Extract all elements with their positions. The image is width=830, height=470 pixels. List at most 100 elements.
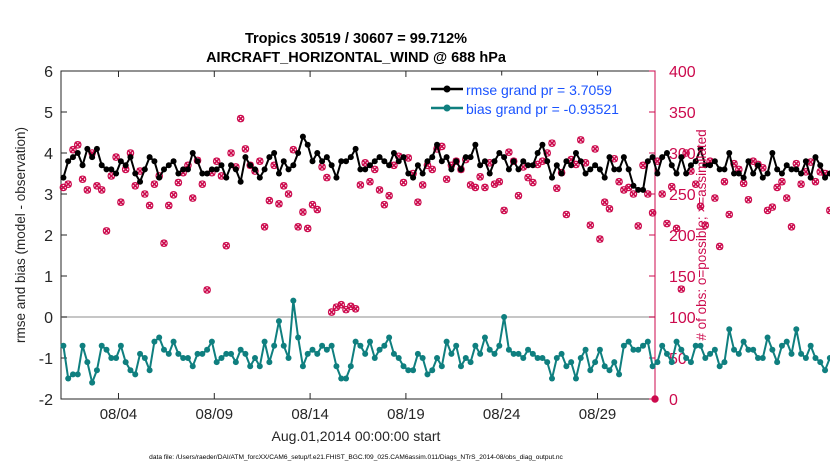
rmse-point — [687, 162, 694, 169]
obs-assimilated-marker — [165, 202, 173, 209]
obs-assimilated-marker — [256, 157, 264, 165]
rmse-point — [534, 150, 541, 156]
obs-possible-marker — [452, 157, 461, 166]
obs-possible-marker — [212, 157, 221, 166]
rmse-point — [592, 162, 599, 169]
bias-point — [534, 355, 541, 361]
y-right-tick-label: 0 — [669, 392, 678, 409]
obs-possible-marker — [658, 190, 666, 198]
obs-assimilated-marker — [586, 221, 594, 229]
obs-assimilated-marker — [768, 203, 776, 211]
bias-point — [764, 334, 771, 341]
rmse-point — [486, 170, 493, 177]
rmse-point — [707, 162, 714, 169]
bias-point — [826, 355, 830, 361]
bias-point — [60, 342, 67, 349]
rmse-point — [764, 170, 771, 177]
y-left-tick-label: -1 — [39, 351, 53, 368]
obs-possible-marker — [495, 177, 504, 186]
bias-point — [184, 355, 191, 361]
obs-possible-marker — [744, 195, 753, 204]
rmse-point — [582, 170, 589, 177]
bias-point — [692, 342, 699, 349]
rmse-point — [146, 154, 153, 161]
bias-point — [113, 355, 120, 361]
rmse-point — [400, 154, 407, 161]
bias-point — [376, 346, 383, 353]
obs-assimilated-marker — [443, 175, 450, 183]
rmse-point — [204, 170, 211, 177]
rmse-point — [194, 158, 201, 165]
obs-assimilated-marker — [275, 200, 283, 208]
rmse-point — [232, 166, 239, 173]
obs-assimilated-marker — [98, 186, 106, 194]
obs-possible-marker — [442, 175, 451, 184]
obs-assimilated-marker — [649, 209, 656, 217]
obs-assimilated-marker — [328, 308, 336, 316]
bias-point — [132, 371, 139, 378]
x-tick-label: 08/14 — [291, 406, 329, 423]
obs-assimilated-marker — [414, 198, 422, 206]
bias-point — [371, 355, 378, 361]
rmse-point — [793, 166, 800, 173]
bias-point — [788, 350, 795, 357]
rmse-point — [338, 158, 345, 165]
obs-possible-marker — [375, 186, 384, 194]
obs-assimilated-marker — [673, 225, 680, 232]
bias-point — [625, 338, 632, 345]
obs-assimilated-marker — [313, 206, 321, 213]
rmse-point — [357, 166, 364, 173]
y-left-tick-label: 6 — [44, 64, 53, 81]
rmse-point — [108, 166, 115, 173]
obs-assimilated-marker — [476, 173, 484, 181]
bias-point — [213, 359, 220, 366]
obs-assimilated-marker — [237, 115, 245, 122]
obs-possible-marker — [284, 190, 293, 198]
rmse-point — [587, 166, 594, 173]
rmse-point — [668, 162, 675, 169]
bias-point — [438, 363, 445, 370]
bias-point — [352, 338, 359, 345]
bias-point — [568, 359, 575, 366]
bias-point — [606, 367, 613, 374]
obs-assimilated-marker — [711, 194, 719, 202]
bias-point — [793, 326, 800, 333]
obs-possible-marker — [457, 165, 465, 174]
y-left-tick-label: 1 — [44, 269, 53, 286]
obs-possible-marker — [203, 286, 211, 294]
rmse-point — [117, 158, 124, 165]
obs-possible-marker — [586, 221, 595, 229]
bias-point — [137, 350, 144, 357]
bias-point — [582, 346, 589, 353]
bias-point — [381, 342, 388, 349]
bias-point — [127, 367, 134, 374]
rmse-point — [520, 158, 527, 165]
rmse-point — [807, 174, 814, 181]
bias-point — [146, 367, 153, 374]
bias-point — [429, 367, 436, 374]
bias-point — [721, 359, 728, 366]
bias-point — [237, 346, 244, 353]
bias-point — [659, 342, 666, 349]
rmse-point — [525, 162, 532, 169]
obs-possible-marker — [78, 175, 87, 184]
obs-possible-marker — [131, 182, 140, 190]
obs-assimilated-marker — [390, 161, 398, 169]
bias-point — [486, 346, 493, 353]
obs-assimilated-marker — [103, 227, 110, 235]
bias-point — [769, 346, 776, 353]
obs-assimilated-marker — [428, 166, 436, 173]
rmse-point — [285, 166, 292, 173]
bias-point — [572, 375, 579, 382]
obs-possible-marker — [648, 209, 657, 217]
obs-assimilated-marker — [299, 208, 307, 216]
obs-possible-marker — [524, 173, 532, 182]
obs-possible-marker — [782, 194, 791, 202]
obs-assimilated-marker — [222, 242, 230, 250]
bias-point — [366, 338, 373, 345]
obs-assimilated-marker — [419, 181, 427, 189]
obs-assimilated-marker — [692, 180, 700, 188]
y-right-tick-label: 400 — [669, 64, 696, 81]
bias-point — [65, 375, 72, 382]
obs-assimilated-marker — [797, 180, 805, 188]
